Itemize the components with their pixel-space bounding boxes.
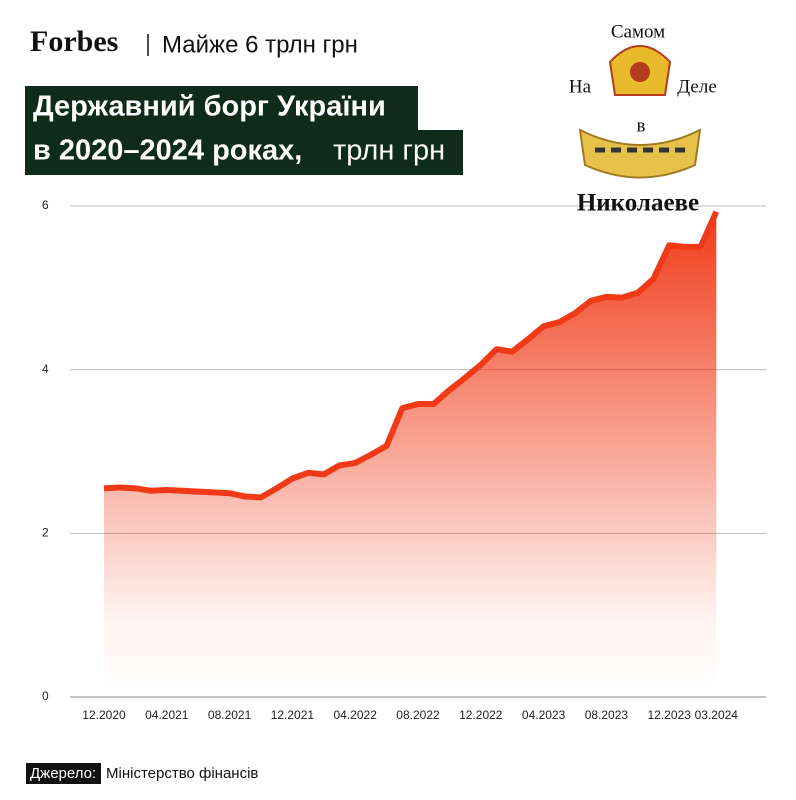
x-tick-label: 12.2023 xyxy=(648,708,692,722)
chart-title: Державний борг України xyxy=(33,91,386,123)
unit: трлн грн xyxy=(333,135,445,167)
x-tick-label: 04.2022 xyxy=(334,708,378,722)
line xyxy=(103,210,720,501)
logo: Forbes xyxy=(30,25,118,58)
title-box xyxy=(25,130,463,175)
source-label-box xyxy=(26,763,101,784)
source: Міністерство фінансів xyxy=(106,765,258,782)
x-tick-label: 04.2021 xyxy=(145,708,189,722)
watermark-text: Деле xyxy=(677,76,717,97)
x-tick-label: 12.2022 xyxy=(459,708,503,722)
title-box xyxy=(25,86,418,130)
y-tick-label: 4 xyxy=(42,362,49,376)
watermark-text: в xyxy=(637,115,646,136)
x-tick-label: 08.2023 xyxy=(585,708,629,722)
x-tick-label: 08.2022 xyxy=(396,708,440,722)
x-tick-label: 03.2024 xyxy=(695,708,739,722)
watermark: Самом На Деле в Николаеве xyxy=(569,21,717,216)
y-tick-label: 2 xyxy=(42,526,49,540)
x-tick-label: 12.2021 xyxy=(271,708,315,722)
watermark-text: На xyxy=(569,76,592,97)
x-tick-label: 04.2023 xyxy=(522,708,566,722)
chart-title: в 2020–2024 роках, xyxy=(33,135,302,167)
y-tick-label: 6 xyxy=(42,198,49,212)
y-tick-label: 0 xyxy=(42,689,49,703)
x-tick-label: 08.2021 xyxy=(208,708,252,722)
watermark-text: Самом xyxy=(611,21,665,42)
area xyxy=(104,211,717,697)
x-tick-label: 12.2020 xyxy=(82,708,126,722)
watermark-text: Николаеве xyxy=(577,190,699,217)
subtitle: Майже 6 трлн грн xyxy=(162,31,358,58)
source-label: Джерело: xyxy=(30,765,96,782)
